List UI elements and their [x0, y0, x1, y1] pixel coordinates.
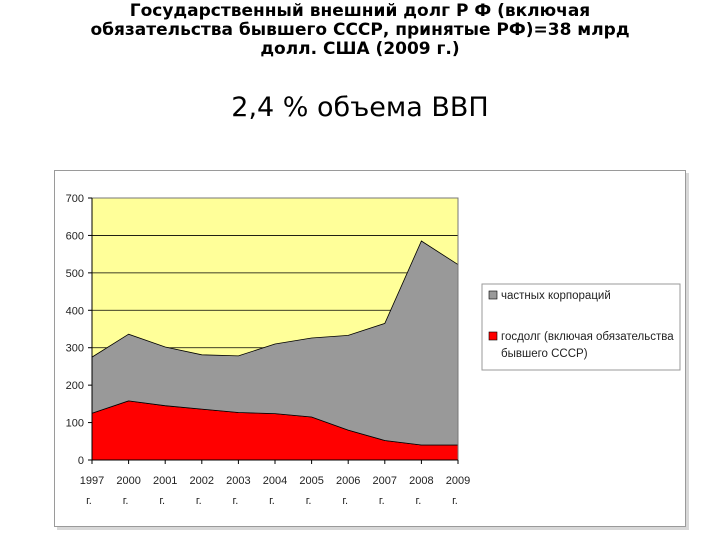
legend-label-0-1: бывшего СССР): [501, 348, 588, 360]
x-tick-label-1997: 1997: [80, 475, 104, 487]
x-tick-suffix-2006: г.: [342, 495, 348, 507]
y-tick-label-200: 200: [66, 380, 84, 392]
x-tick-suffix-2008: г.: [416, 495, 422, 507]
x-tick-suffix-2003: г.: [233, 495, 239, 507]
gdp-share-subtitle: 2,4 % объема ВВП: [231, 92, 489, 123]
x-tick-label-2005: 2005: [299, 475, 323, 487]
title-line-2: обязательства бывшего СССР, принятые РФ)…: [90, 20, 630, 40]
x-tick-suffix-2000: г.: [123, 495, 129, 507]
y-tick-label-700: 700: [66, 193, 84, 205]
y-tick-label-100: 100: [66, 418, 84, 430]
y-tick-label-500: 500: [66, 268, 84, 280]
x-tick-label-2003: 2003: [226, 475, 250, 487]
y-tick-label-300: 300: [66, 343, 84, 355]
legend-swatch-1: [488, 290, 498, 300]
x-tick-suffix-2005: г.: [306, 495, 312, 507]
x-tick-label-2007: 2007: [373, 475, 397, 487]
y-tick-label-600: 600: [66, 230, 84, 242]
y-tick-label-400: 400: [66, 305, 84, 317]
legend-label-0-0: госдолг (включая обязательства: [501, 331, 674, 343]
legend-swatch-0: [488, 331, 498, 341]
x-tick-label-2002: 2002: [190, 475, 214, 487]
x-tick-label-2008: 2008: [409, 475, 433, 487]
x-tick-label-2004: 2004: [263, 475, 287, 487]
x-tick-suffix-2009: г.: [452, 495, 458, 507]
x-tick-suffix-1997: г.: [86, 495, 92, 507]
title-line-1: Государственный внешний долг Р Ф (включа…: [129, 1, 591, 21]
legend-label-1-0: частных корпораций: [501, 290, 611, 302]
legend-box: [481, 283, 681, 371]
x-tick-label-2009: 2009: [446, 475, 470, 487]
x-tick-suffix-2002: г.: [196, 495, 202, 507]
x-tick-suffix-2004: г.: [269, 495, 275, 507]
x-tick-label-2000: 2000: [116, 475, 140, 487]
x-tick-label-2006: 2006: [336, 475, 360, 487]
chart-title: Государственный внешний долг Р Ф (включа…: [40, 2, 680, 59]
x-tick-suffix-2001: г.: [159, 495, 165, 507]
x-tick-label-2001: 2001: [153, 475, 177, 487]
x-tick-suffix-2007: г.: [379, 495, 385, 507]
title-line-3: долл. США (2009 г.): [260, 39, 460, 59]
y-tick-label-0: 0: [78, 455, 84, 467]
